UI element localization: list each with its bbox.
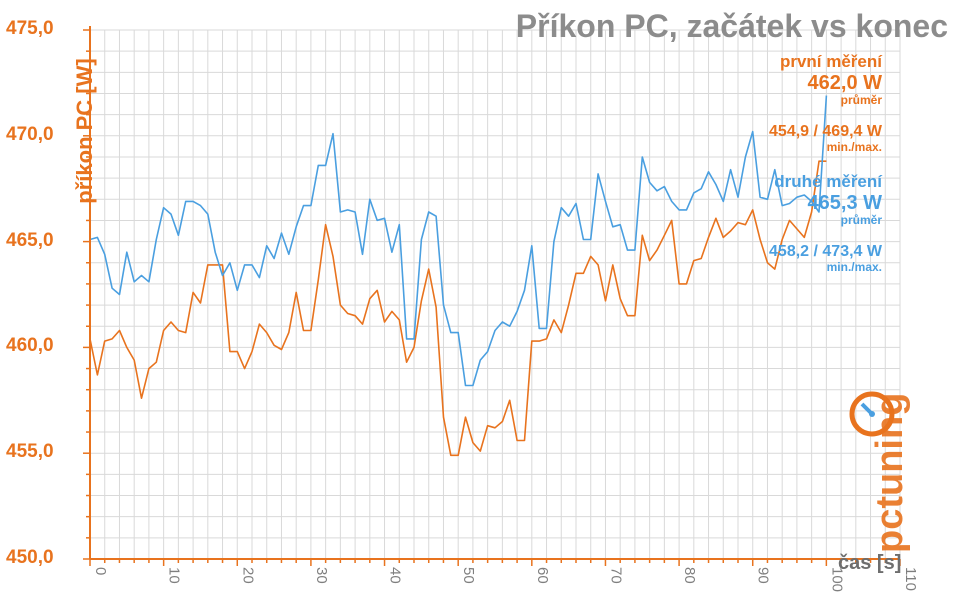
y-axis-label: příkon PC [W]: [72, 58, 97, 204]
y-tick-label: 465,0: [6, 229, 54, 251]
x-tick-label: 100: [828, 567, 845, 592]
y-tick-label: 470,0: [6, 123, 54, 145]
x-tick-label: 80: [681, 567, 698, 584]
x-tick-label: 40: [387, 567, 404, 584]
legend-series-1-minmax-label: min./max.: [826, 140, 882, 154]
x-tick-label: 110: [902, 567, 919, 591]
pctuning-logo: pctuning: [849, 391, 911, 553]
legend-series-1: první měření 462,0 W průměr 454,9 / 469,…: [769, 52, 882, 154]
legend-series-2-name: druhé měření: [774, 172, 882, 191]
x-tick-labels: 0 10 20 30 40 50 60 70 80 90 100 110: [92, 567, 919, 592]
legend-series-1-mean: 462,0 W: [807, 72, 882, 94]
legend-series-1-minmax: 454,9 / 469,4 W: [769, 123, 882, 140]
legend-series-2-minmax-label: min./max.: [826, 260, 882, 274]
x-axis-label: čas [s]: [838, 552, 902, 574]
chart-grid: [89, 29, 901, 560]
x-tick-label: 70: [607, 567, 624, 584]
chart-series: [89, 95, 828, 457]
series-line-1: [89, 160, 827, 457]
y-tick-label: 475,0: [6, 18, 54, 39]
x-tick-label: 0: [92, 567, 109, 575]
logo-text: pctuning: [869, 393, 911, 553]
x-tick-label: 50: [460, 567, 477, 584]
x-tick-label: 60: [534, 567, 551, 584]
legend-series-2-minmax: 458,2 / 473,4 W: [769, 243, 882, 260]
series-line-2: [89, 95, 828, 387]
legend-series-2: druhé měření 465,3 W průměr 458,2 / 473,…: [769, 172, 882, 274]
legend-series-2-mean: 465,3 W: [807, 192, 882, 214]
y-tick-label: 450,0: [6, 547, 54, 568]
y-tick-label: 455,0: [6, 441, 54, 463]
legend-series-1-mean-label: průměr: [840, 93, 882, 107]
x-tick-label: 20: [239, 567, 256, 584]
chart-title: Příkon PC, začátek vs konec: [515, 8, 948, 44]
chart-axes: [83, 26, 901, 566]
x-tick-label: 30: [313, 567, 330, 584]
x-tick-label: 10: [166, 567, 183, 584]
x-tick-label: 90: [755, 567, 772, 584]
legend-series-1-name: první měření: [779, 52, 882, 71]
y-tick-label: 460,0: [6, 335, 54, 357]
legend-series-2-mean-label: průměr: [840, 213, 882, 227]
